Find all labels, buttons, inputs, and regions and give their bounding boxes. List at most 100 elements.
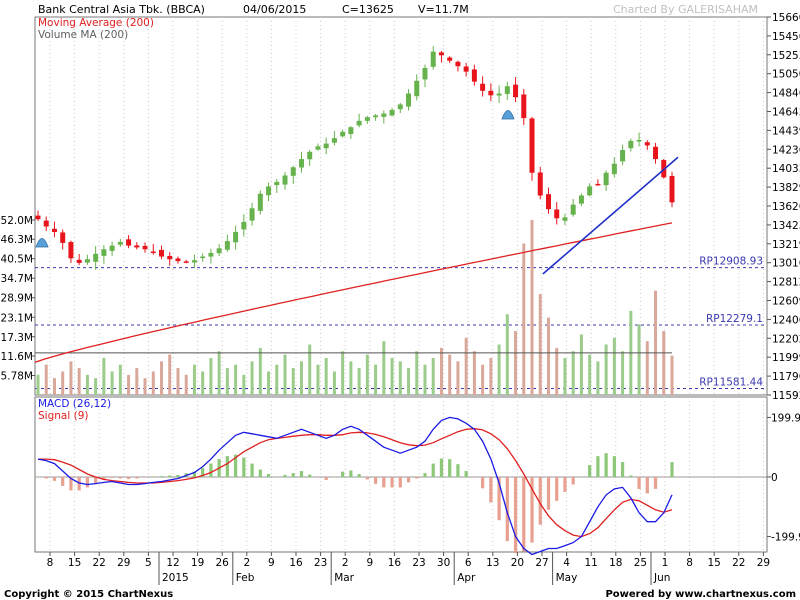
x-tick-label: 4 [563, 557, 570, 569]
volume-bar [530, 220, 534, 395]
candle-body [208, 252, 214, 257]
candlesticks [35, 46, 675, 270]
macd-histogram-bar [159, 476, 164, 477]
macd-histogram-bar [151, 476, 155, 477]
candle-body [183, 261, 189, 263]
volume-bar [596, 361, 600, 395]
candle-body [191, 260, 197, 263]
volume-bar [555, 347, 559, 395]
candle-body [595, 183, 601, 186]
volume-bar [316, 364, 320, 395]
volume-bar [571, 351, 575, 395]
macd-histogram-bar [234, 454, 238, 477]
macd-histogram-bar [349, 470, 353, 477]
macd-histogram-bar [291, 473, 295, 477]
x-tick-label: 15 [68, 557, 81, 569]
copyright: Copyright © 2015 ChartNexus [4, 589, 173, 600]
macd-histogram-bar [513, 477, 518, 554]
candle-body [51, 228, 57, 232]
volume-bar [176, 368, 180, 395]
volume-bar [349, 361, 353, 395]
powered-by: Powered by www.chartnexus.com [605, 589, 796, 600]
month-label: Apr [457, 572, 476, 584]
macd-histogram-bar [283, 474, 287, 477]
x-tick-label: 6 [465, 557, 472, 569]
volume-bar [308, 344, 312, 395]
volume-bar [118, 364, 122, 395]
macd-histogram-bar [365, 477, 369, 480]
candle-body [257, 193, 263, 211]
macd-histogram-bar [52, 477, 57, 481]
volume-bar [209, 357, 213, 395]
trendline [542, 156, 679, 275]
price-tick-label: 14643 [772, 107, 800, 119]
volume-bar [357, 368, 361, 395]
candle-body [636, 139, 642, 142]
macd-histogram-bar [604, 453, 608, 477]
legend-signal: Signal (9) [38, 410, 88, 422]
volume-bar [267, 371, 271, 395]
price-tick-label: 13626 [772, 201, 800, 213]
volume-bar [151, 371, 155, 395]
candle-body [249, 208, 255, 221]
candle-body [117, 241, 123, 245]
volume-tick-label: 46.3M [1, 234, 33, 246]
macd-histogram-bar [497, 477, 501, 521]
macd-histogram-bar [481, 477, 485, 489]
candle-body [471, 69, 477, 82]
volume-bar [456, 361, 460, 395]
volume-bar [143, 378, 147, 395]
price-tick-label: 14033 [772, 163, 800, 175]
bell-icon [501, 110, 515, 120]
x-tick-label: 29 [117, 557, 130, 569]
macd-histogram-bar [61, 477, 65, 486]
candle-body [603, 172, 609, 186]
candle-body [331, 138, 337, 143]
volume-bar [645, 341, 649, 395]
macd-histogram-bar [563, 477, 567, 492]
macd-histogram-bar [505, 477, 509, 542]
x-tick-label: 9 [268, 557, 275, 569]
macd-histogram-bar [406, 477, 411, 483]
candle-body [455, 61, 461, 67]
volume-bar [341, 351, 345, 395]
price-tick-label: 13423 [772, 220, 800, 232]
candle-body [323, 143, 329, 149]
macd-histogram-bar [398, 477, 402, 488]
candle-body [644, 142, 650, 146]
candle-body [307, 151, 313, 160]
macd-histogram-bar [373, 477, 378, 484]
moving-average [34, 222, 673, 363]
macd-histogram-bar [423, 473, 427, 477]
volume-bar [217, 351, 221, 395]
macd-tick-label: 199.9 [771, 412, 800, 424]
candle-body [521, 94, 527, 119]
volume-tick-label: 11.6M [1, 351, 33, 363]
macd-histogram-bar [201, 468, 205, 477]
volume-bar [415, 351, 419, 395]
x-tick-label: 15 [708, 557, 721, 569]
macd-histogram-bar [316, 477, 320, 478]
volume-bar [127, 374, 131, 395]
volume-bar [662, 331, 666, 395]
macd-histogram-bar [555, 477, 559, 501]
candle-body [175, 258, 181, 262]
macd-histogram-bar [250, 463, 254, 477]
macd-histogram-bar [662, 477, 666, 478]
x-tick-label: 12 [166, 557, 179, 569]
volume-bar [398, 361, 402, 395]
volume-bar [464, 337, 468, 395]
candle-body [620, 149, 626, 162]
volume-bar [102, 357, 106, 395]
macd-histogram-bar [530, 477, 534, 543]
volume-bar [612, 337, 616, 395]
volume-bar [670, 355, 674, 395]
volume-bar [423, 364, 427, 395]
candle-body [438, 52, 444, 56]
macd-histogram-bar [456, 464, 460, 477]
volume-bar [160, 361, 164, 395]
candle-body [93, 253, 99, 262]
volume-tick-label: 52.0M [1, 215, 33, 227]
volume-bar [497, 344, 501, 395]
